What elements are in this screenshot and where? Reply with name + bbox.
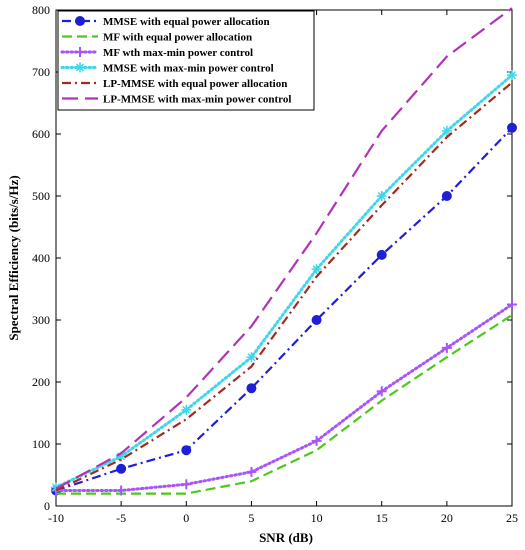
legend-label: LP-MMSE with max-min power control (103, 94, 291, 106)
y-tick-label: 0 (44, 499, 50, 513)
x-tick-label: 25 (506, 511, 518, 525)
data-point (311, 264, 322, 275)
data-point (507, 70, 517, 81)
data-point (507, 299, 517, 310)
data-point (311, 435, 322, 446)
y-tick-label: 600 (32, 127, 50, 141)
legend-box (57, 10, 315, 111)
y-axis-label: Spectral Efficiency (bits/s/Hz) (6, 175, 21, 340)
series-2 (56, 314, 513, 495)
series-line (55, 127, 513, 492)
data-point (507, 122, 517, 133)
x-tick-label: 10 (311, 511, 323, 525)
axes: -10 -5 0 5 10 15 20 25 0 100 200 300 400 500 600 700 800 (32, 3, 518, 525)
data-point (75, 16, 85, 26)
series-1 (51, 122, 517, 496)
legend-item: LP-MMSE with max-min power control (62, 94, 291, 106)
data-point (116, 485, 127, 496)
series-3 (51, 299, 517, 496)
series-line (55, 81, 513, 492)
x-axis-label: SNR (dB) (259, 530, 313, 545)
data-point (441, 342, 452, 353)
series-line (54, 303, 514, 492)
y-tick-label: 500 (32, 189, 50, 203)
legend-label: LP-MMSE with equal power allocation (103, 78, 287, 90)
series-line (54, 73, 514, 489)
series-line (55, 7, 513, 490)
legend-label: MF with equal power allocation (103, 32, 252, 44)
data-point (376, 191, 387, 201)
x-tick-label: 15 (376, 511, 388, 525)
legend-item: MMSE with equal power allocation (62, 16, 270, 28)
x-tick-label: 0 (183, 511, 189, 525)
legend: MMSE with equal power allocation MF with … (57, 10, 315, 111)
data-point (246, 352, 257, 363)
x-tick-label: -10 (48, 511, 64, 525)
y-tick-label: 800 (32, 3, 50, 17)
legend-label: MF wth max-min power control (103, 47, 253, 59)
data-point (376, 386, 387, 397)
series-layer (51, 7, 517, 496)
data-point (181, 445, 192, 456)
x-tick-label: 20 (441, 511, 453, 525)
data-point (181, 404, 192, 415)
x-tick-label: -5 (116, 511, 126, 525)
legend-label: MMSE with equal power allocation (103, 16, 270, 28)
data-point (246, 383, 257, 394)
series-6 (55, 7, 513, 490)
y-tick-label: 200 (32, 375, 50, 389)
series-line (56, 314, 513, 495)
y-tick-label: 100 (32, 437, 50, 451)
y-tick-label: 400 (32, 251, 50, 265)
y-tick-label: 700 (32, 65, 50, 79)
data-point (75, 62, 85, 73)
legend-item: MF wth max-min power control (60, 47, 253, 59)
y-tick-label: 300 (32, 313, 50, 327)
data-point (376, 249, 387, 260)
data-point (441, 125, 452, 136)
data-point (311, 315, 322, 325)
data-point (181, 479, 192, 490)
legend-item: MF with equal power allocation (62, 32, 252, 44)
legend-item: MMSE with max-min power control (60, 62, 274, 75)
data-point (116, 463, 127, 474)
legend-label: MMSE with max-min power control (103, 63, 274, 75)
series-5 (55, 81, 513, 492)
data-point (246, 466, 257, 477)
x-tick-label: 5 (248, 511, 254, 525)
legend-item: LP-MMSE with equal power allocation (62, 78, 287, 90)
data-point (441, 191, 452, 201)
data-point (75, 47, 85, 57)
